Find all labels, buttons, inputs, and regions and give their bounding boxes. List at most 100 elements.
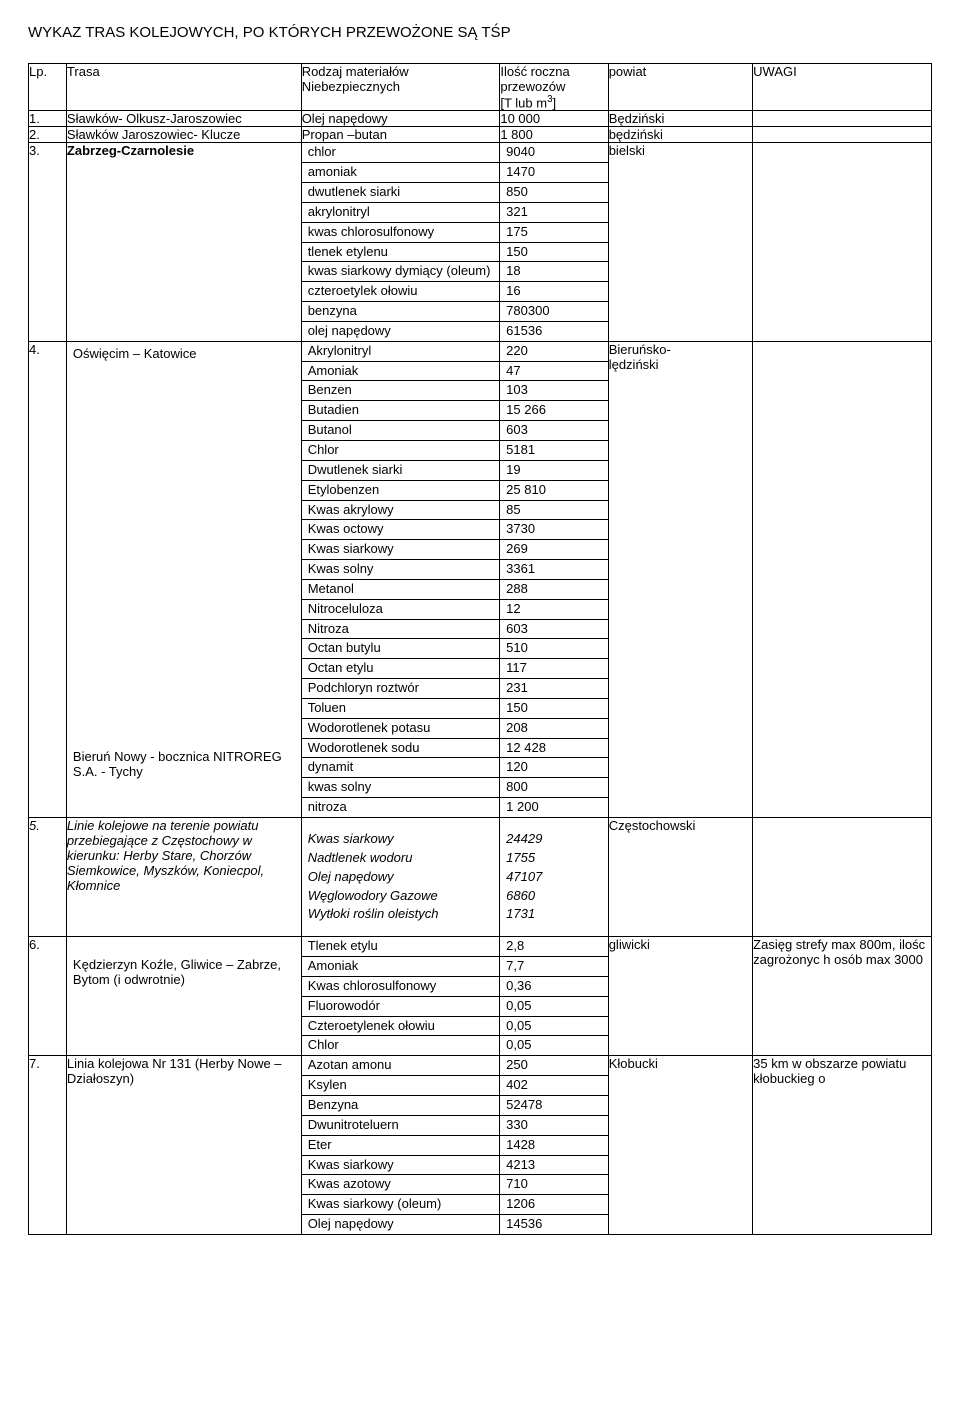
mat-name: tlenek etylenu [302,242,500,262]
mat-name: Kwas chlorosulfonowy [302,976,500,996]
cell-powiat: bielski [608,143,752,341]
mat-qty: 9040 [500,143,608,162]
mat-name: Kwas akrylowy [302,500,500,520]
mat-qty: 1 200 [500,798,608,817]
mat-qty: 117 [500,659,608,679]
mat-qty: 25 810 [500,480,608,500]
mat-name: Chlor [302,440,500,460]
cell-lp: 3. [29,143,67,341]
mat-qty: 402 [500,1076,608,1096]
mat-name: Kwas siarkowy [302,540,500,560]
mat-name: Etylobenzen [302,480,500,500]
mat-name: Toluen [302,698,500,718]
cell-trasa: Zabrzeg-Czarnolesie [66,143,301,341]
cell-powiat: Częstochowski [608,818,752,937]
mat-qty: 12 428 [500,738,608,758]
mat-name: benzyna [302,302,500,322]
th-materials-l2: Niebezpiecznych [302,79,400,94]
table-row: 5. Linie kolejowe na terenie powiatu prz… [29,818,932,937]
mat-name: nitroza [302,798,500,817]
mat-qty: 15 266 [500,401,608,421]
mat-qty: 208 [500,718,608,738]
th-qty: Ilość roczna przewozów [T lub m3] [500,64,608,111]
mat-name: Chlor [302,1036,500,1055]
th-lp: Lp. [29,64,67,111]
mat-name: Kwas siarkowy [302,1155,500,1175]
mat-name: Eter [302,1135,500,1155]
mat-name: Dwutlenek siarki [302,460,500,480]
mat-name: Amoniak [302,361,500,381]
table-header-row: Lp. Trasa Rodzaj materiałów Niebezpieczn… [29,64,932,111]
materials-subtable: Akrylonitryl220 Amoniak47 Benzen103 Buta… [302,342,608,817]
mat-name: Wodorotlenek sodu [302,738,500,758]
cell-uwagi [753,341,932,817]
mat-qty: 24429 [500,818,608,849]
mat-qty: 85 [500,500,608,520]
mat-qty: 1731 [500,905,608,936]
mat-name: chlor [302,143,500,162]
mat-name: Węglowodory Gazowe [302,887,500,906]
mat-qty: 61536 [500,321,608,340]
mat-name: Wodorotlenek potasu [302,718,500,738]
mat-qty: 780300 [500,302,608,322]
mat-qty: 14536 [500,1215,608,1234]
cell-powiat: Bieruńsko- lędziński [608,341,752,817]
mat-qty: 0,05 [500,996,608,1016]
th-materials-l1: Rodzaj materiałów [302,64,409,79]
cell-powiat: Będziński [608,111,752,127]
mat-name: Kwas siarkowy [302,818,500,849]
mat-qty: 3361 [500,560,608,580]
th-materials: Rodzaj materiałów Niebezpiecznych [301,64,500,111]
cell-lp: 6. [29,937,67,1056]
cell-uwagi: 35 km w obszarze powiatu kłobuckieg o [753,1056,932,1235]
cell-powiat: gliwicki [608,937,752,1056]
mat-qty: 603 [500,619,608,639]
mat-name: Azotan amonu [302,1056,500,1075]
cell-uwagi [753,111,932,127]
th-qty-l2: przewozów [500,79,565,94]
mat-name: Tlenek etylu [302,937,500,956]
mat-name: Fluorowodór [302,996,500,1016]
mat-name: Butadien [302,401,500,421]
mat-name: Nitroza [302,619,500,639]
powiat-l2: lędziński [609,357,659,372]
mat-qty: 0,36 [500,976,608,996]
cell-uwagi [753,127,932,143]
mat-name: dynamit [302,758,500,778]
mat-name: Ksylen [302,1076,500,1096]
cell-qty: 10 000 [500,111,608,127]
mat-qty: 321 [500,202,608,222]
mat-name: Benzyna [302,1095,500,1115]
mat-qty: 510 [500,639,608,659]
mat-name: Olej napędowy [302,1215,500,1234]
mat-qty: 150 [500,698,608,718]
cell-lp: 1. [29,111,67,127]
mat-qty: 16 [500,282,608,302]
table-row: 6. Kędzierzyn Koźle, Gliwice – Zabrze, B… [29,937,932,1056]
cell-uwagi: Zasięg strefy max 800m, ilośc zagrożonyc… [753,937,932,1056]
mat-name: Kwas octowy [302,520,500,540]
mat-name: Benzen [302,381,500,401]
powiat-l1: Bieruńsko- [609,342,671,357]
table-row: 1. Sławków- Olkusz-Jaroszowiec Olej napę… [29,111,932,127]
mat-qty: 4213 [500,1155,608,1175]
mat-qty: 800 [500,778,608,798]
th-qty-l3a: [T lub m [500,95,547,110]
mat-name: czteroetylek ołowiu [302,282,500,302]
table-row: 4. Oświęcim – Katowice Bieruń Nowy - boc… [29,341,932,817]
th-qty-l1: Ilość roczna [500,64,569,79]
mat-qty: 103 [500,381,608,401]
mat-qty: 1428 [500,1135,608,1155]
routes-table: Lp. Trasa Rodzaj materiałów Niebezpieczn… [28,63,932,1235]
mat-name: Nadtlenek wodoru [302,849,500,868]
mat-qty: 850 [500,183,608,203]
mat-qty: 18 [500,262,608,282]
mat-name: Kwas siarkowy (oleum) [302,1195,500,1215]
cell-trasa: Linie kolejowe na terenie powiatu przebi… [66,818,301,937]
mat-name: kwas siarkowy dymiący (oleum) [302,262,500,282]
mat-name: Wytłoki roślin oleistych [302,905,500,936]
mat-name: Metanol [302,579,500,599]
mat-qty: 603 [500,421,608,441]
mat-qty: 0,05 [500,1016,608,1036]
mat-qty: 288 [500,579,608,599]
